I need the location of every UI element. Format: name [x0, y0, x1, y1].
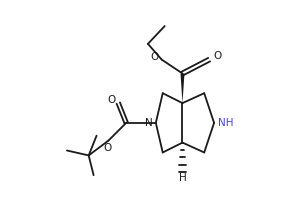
Text: O: O — [107, 95, 115, 105]
Text: O: O — [213, 51, 221, 61]
Text: N: N — [145, 118, 153, 128]
Text: O: O — [103, 143, 112, 152]
Text: H: H — [179, 173, 186, 183]
Polygon shape — [181, 73, 185, 103]
Text: O: O — [151, 52, 159, 62]
Text: NH: NH — [218, 118, 234, 128]
